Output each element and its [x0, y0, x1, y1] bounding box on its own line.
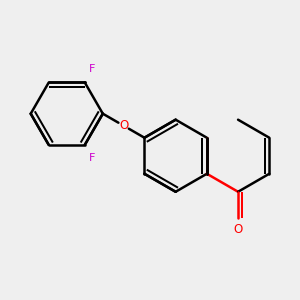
Text: F: F	[89, 153, 96, 163]
Text: O: O	[119, 119, 128, 132]
Text: F: F	[89, 64, 96, 74]
Text: O: O	[233, 223, 243, 236]
